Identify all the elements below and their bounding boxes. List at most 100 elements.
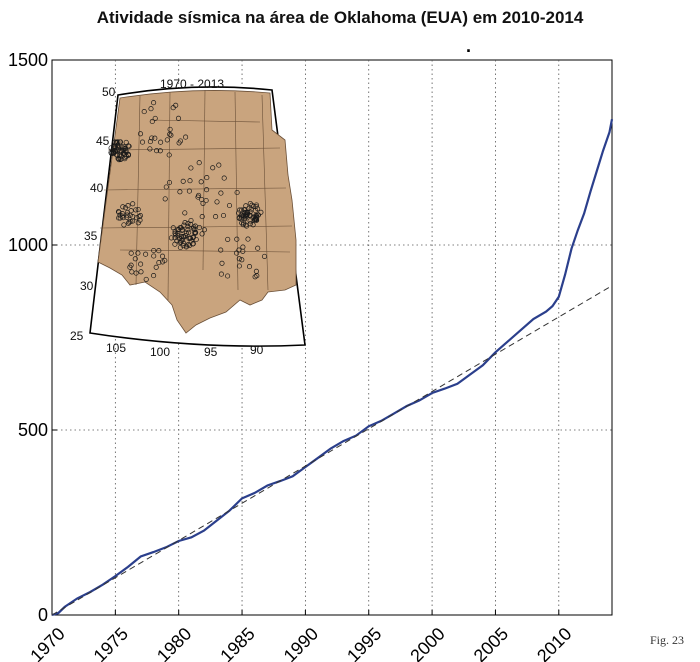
quake-dot — [249, 202, 255, 208]
quake-dot — [196, 192, 202, 198]
quake-dot — [117, 215, 123, 221]
quake-dot — [158, 139, 164, 145]
quake-dot — [128, 250, 134, 256]
quake-dot — [196, 224, 202, 231]
quake-dot — [243, 223, 250, 229]
lon-label-100: 100 — [150, 345, 170, 359]
quake-dot — [216, 162, 222, 168]
quake-dot — [225, 273, 231, 279]
quake-dot — [172, 230, 178, 236]
quake-dot — [149, 135, 155, 141]
quake-dot — [177, 138, 184, 144]
quake-dot — [116, 157, 122, 163]
quake-dot — [162, 257, 168, 264]
quake-dot — [201, 227, 207, 233]
quake-dot — [204, 175, 210, 181]
quake-dot — [220, 212, 227, 219]
quake-dot — [133, 207, 139, 213]
quake-dot — [182, 210, 188, 216]
quake-dot — [188, 221, 194, 227]
quake-dot — [196, 160, 202, 166]
x-tick-label: 2010 — [533, 624, 575, 662]
quake-dot — [247, 200, 253, 207]
quake-dot — [214, 199, 220, 205]
quake-dot — [183, 243, 189, 249]
quake-dot — [250, 222, 256, 228]
quake-dot — [132, 256, 138, 262]
lon-label-105: 105 — [106, 341, 126, 355]
quake-dot — [239, 207, 245, 213]
quake-dot — [167, 126, 173, 132]
quake-dot — [182, 220, 188, 226]
lat-label-50: 50 — [102, 85, 116, 99]
map-title: 1970 - 2013 — [160, 77, 224, 91]
quake-dot — [239, 257, 245, 263]
quake-dot — [137, 217, 143, 223]
quake-dot — [159, 253, 166, 259]
quake-dot — [186, 235, 192, 241]
quake-dot — [213, 214, 219, 220]
figure-label: Fig. 23 — [650, 633, 685, 647]
quake-dot — [192, 227, 198, 233]
quake-dot — [151, 273, 157, 279]
x-tick-label: 1980 — [153, 624, 195, 662]
quake-dot — [130, 218, 136, 224]
quake-dot — [124, 212, 130, 218]
quake-dot — [246, 205, 252, 211]
quake-dot — [187, 178, 193, 184]
quake-dot — [143, 251, 149, 257]
quake-dot — [112, 139, 118, 145]
quake-dot — [218, 271, 224, 277]
quake-dot — [118, 156, 124, 162]
quake-dot — [117, 212, 123, 218]
y-tick-label: 500 — [18, 420, 48, 440]
quake-dot — [255, 212, 261, 218]
quake-dot — [234, 236, 240, 242]
quake-dot — [154, 148, 160, 154]
quake-dot — [119, 144, 125, 150]
quake-dot — [164, 137, 170, 143]
quake-dot — [135, 250, 141, 256]
quake-dot — [186, 188, 192, 194]
quake-dot — [138, 269, 144, 275]
quake-dot — [242, 216, 248, 222]
quake-dot — [188, 217, 194, 224]
quake-dot — [139, 139, 146, 145]
quake-dot — [166, 152, 172, 158]
quake-dot — [221, 175, 227, 181]
quake-dot — [111, 149, 117, 155]
lon-label-95: 95 — [204, 345, 218, 359]
cumulative-line — [51, 118, 614, 617]
quake-dot — [157, 148, 163, 154]
quake-dot — [198, 179, 204, 185]
quake-dot — [204, 187, 210, 193]
quake-dot — [118, 148, 124, 154]
quake-dot — [162, 196, 168, 202]
quake-dot — [126, 219, 132, 225]
quake-dot — [255, 206, 261, 212]
quake-dot — [190, 234, 197, 240]
earthquake-dots — [108, 100, 268, 282]
quake-dot — [185, 221, 191, 227]
quake-dot — [151, 247, 157, 254]
quake-dot — [120, 204, 126, 210]
quake-dot — [234, 189, 240, 196]
quake-dot — [138, 261, 144, 267]
lat-label-45: 45 — [96, 134, 110, 148]
quake-dot — [156, 260, 162, 266]
quake-dot — [149, 118, 155, 125]
quake-dot — [137, 131, 144, 137]
quake-dot — [152, 135, 158, 141]
quake-dot — [199, 196, 205, 203]
quake-dot — [168, 235, 174, 241]
quake-dot — [225, 236, 231, 242]
quake-dot — [185, 227, 191, 233]
quake-dot — [163, 184, 169, 190]
quake-dot — [190, 241, 196, 247]
quake-dot — [182, 233, 189, 239]
quake-dot — [173, 102, 179, 108]
quake-dot — [147, 139, 153, 145]
x-tick-label: 1990 — [280, 624, 322, 662]
quake-dot — [121, 222, 127, 228]
quake-dot — [199, 231, 205, 237]
